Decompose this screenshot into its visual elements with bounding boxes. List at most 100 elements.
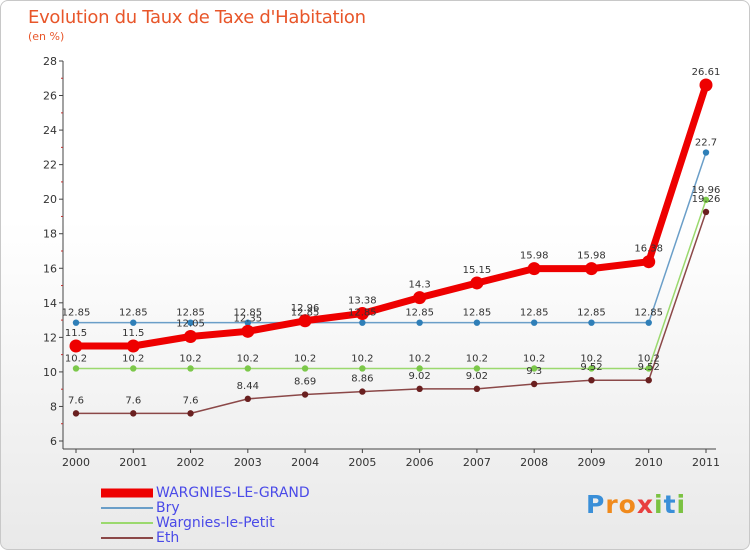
data-label-bry: 12.85 — [463, 308, 492, 319]
data-label-bry: 12.85 — [634, 308, 663, 319]
y-tick-label: 28 — [43, 55, 57, 68]
data-label-wargnies-le-grand: 26.61 — [692, 67, 721, 78]
data-point-eth — [416, 385, 423, 393]
logo-letter: t — [663, 490, 677, 519]
series-line-eth — [75, 211, 707, 415]
x-tick-label: 2011 — [692, 456, 720, 469]
data-point-wargnies-le-petit — [301, 365, 309, 372]
x-tick-label: 2006 — [406, 456, 434, 469]
data-point-eth — [244, 395, 252, 403]
x-tick-label: 2000 — [62, 456, 90, 469]
data-point-wargnies-le-petit — [72, 365, 80, 372]
data-point-wargnies-le-grand — [470, 276, 484, 290]
chart-subtitle: (en %) — [28, 30, 65, 43]
data-label-wargnies-le-grand: 12.05 — [176, 319, 205, 330]
data-label-wargnies-le-petit: 10.2 — [294, 353, 316, 364]
x-tick-label: 2001 — [119, 456, 147, 469]
data-label-bry: 12.85 — [520, 308, 549, 319]
y-tick-label: 18 — [43, 228, 57, 241]
legend-item-eth: Eth — [101, 530, 421, 546]
data-label-eth: 19.26 — [692, 194, 721, 205]
legend-swatch-wargnies-le-grand — [101, 488, 153, 498]
x-tick-label: 2003 — [234, 456, 262, 469]
data-point-wargnies-le-grand — [584, 262, 598, 276]
legend-swatch-eth — [101, 537, 153, 539]
legend-label: WARGNIES-LE-GRAND — [156, 485, 310, 501]
data-label-wargnies-le-petit: 10.2 — [523, 353, 545, 364]
data-label-wargnies-le-grand: 15.98 — [520, 251, 549, 262]
data-point-wargnies-le-grand — [69, 339, 83, 353]
y-tick-label: 20 — [43, 193, 57, 206]
legend-swatch-bry — [101, 507, 153, 509]
legend-label: Wargnies-le-Petit — [156, 515, 275, 531]
data-point-eth — [72, 410, 80, 417]
data-label-wargnies-le-grand: 11.5 — [65, 328, 87, 339]
data-point-wargnies-le-petit — [473, 365, 481, 372]
data-label-eth: 8.86 — [351, 374, 373, 385]
data-label-wargnies-le-petit: 10.2 — [179, 353, 201, 364]
data-point-bry — [588, 319, 595, 326]
y-tick-label: 14 — [43, 297, 57, 310]
data-point-eth — [473, 385, 481, 393]
data-label-wargnies-le-grand: 12.96 — [291, 303, 320, 314]
x-tick-label: 2002 — [177, 456, 205, 469]
y-tick-label: 10 — [43, 366, 57, 379]
data-label-eth: 7.6 — [125, 395, 141, 406]
data-point-wargnies-le-grand — [527, 262, 541, 276]
logo-letter: r — [605, 490, 619, 519]
legend-label: Eth — [156, 530, 180, 546]
data-label-bry: 12.85 — [291, 308, 320, 319]
data-point-bry — [130, 319, 137, 326]
data-point-eth — [301, 391, 309, 398]
data-label-wargnies-le-petit: 19.96 — [692, 185, 721, 196]
data-point-wargnies-le-petit — [530, 365, 538, 372]
data-label-wargnies-le-grand: 11.5 — [122, 328, 144, 339]
chart-axes: 6 8 10 12 14 16 18 20 22 24 26 28 2000 2001 2002 2003 20… — [43, 55, 720, 469]
data-label-wargnies-le-petit: 10.2 — [237, 353, 259, 364]
series-line-wargnies-le-petit — [75, 199, 707, 370]
data-point-wargnies-le-petit — [187, 365, 194, 372]
data-label-wargnies-le-petit: 10.2 — [65, 353, 87, 364]
data-label-bry: 12.85 — [577, 308, 606, 319]
data-label-wargnies-le-grand: 13.38 — [348, 296, 377, 307]
x-tick-label: 2008 — [520, 456, 548, 469]
x-tick-label: 2009 — [577, 456, 605, 469]
data-point-bry — [416, 319, 423, 326]
data-label-wargnies-le-petit: 10.2 — [580, 353, 602, 364]
data-point-wargnies-le-grand — [241, 324, 255, 338]
data-label-wargnies-le-petit: 10.2 — [409, 353, 431, 364]
legend-swatch-wargnies-le-petit — [101, 522, 153, 524]
data-point-wargnies-le-petit — [130, 365, 137, 372]
data-label-wargnies-le-grand: 14.3 — [409, 280, 431, 291]
series-line-bry — [75, 151, 707, 324]
data-label-eth: 9.3 — [526, 366, 542, 377]
data-point-eth — [645, 377, 652, 384]
data-label-wargnies-le-grand: 15.15 — [463, 265, 492, 276]
data-label-bry: 12.85 — [233, 308, 262, 319]
logo-letter: x — [636, 490, 654, 519]
data-point-bry — [244, 319, 252, 326]
data-point-wargnies-le-petit — [244, 365, 252, 372]
y-tick-label: 24 — [43, 124, 57, 137]
data-point-bry — [359, 319, 366, 326]
data-point-wargnies-le-petit — [702, 196, 710, 204]
y-tick-label: 8 — [50, 400, 57, 413]
data-point-wargnies-le-petit — [645, 365, 652, 372]
data-point-wargnies-le-petit — [588, 365, 595, 372]
legend-label: Bry — [156, 500, 180, 516]
data-point-wargnies-le-grand — [126, 339, 140, 353]
x-tick-label: 2010 — [635, 456, 663, 469]
data-label-wargnies-le-petit: 10.2 — [638, 353, 660, 364]
data-point-wargnies-le-grand — [355, 307, 369, 321]
y-tick-label: 22 — [43, 159, 57, 172]
data-point-wargnies-le-grand — [413, 291, 427, 305]
data-point-wargnies-le-grand — [298, 314, 312, 328]
proxiti-logo: Proxiti — [586, 490, 686, 519]
data-label-bry: 12.85 — [405, 308, 434, 319]
data-label-eth: 9.02 — [409, 371, 431, 382]
logo-letter: P — [586, 490, 606, 519]
data-point-bry — [645, 319, 652, 326]
data-point-bry — [187, 319, 194, 326]
